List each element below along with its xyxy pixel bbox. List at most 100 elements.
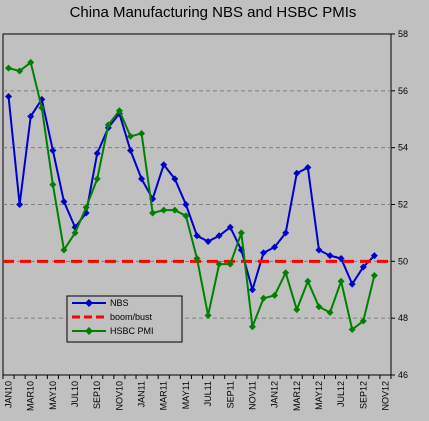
data-point-nbs [49, 147, 57, 155]
data-point-hsbc-pmi [16, 67, 24, 75]
data-point-hsbc-pmi [282, 269, 290, 277]
x-tick-label: NOV12 [380, 381, 390, 411]
data-point-nbs [304, 164, 312, 172]
data-point-hsbc-pmi [27, 58, 35, 66]
series-layer [3, 58, 391, 334]
data-point-nbs [204, 237, 212, 245]
data-point-nbs [93, 149, 101, 157]
y-tick-label: 58 [398, 29, 408, 39]
data-point-hsbc-pmi [193, 254, 201, 262]
x-tick-label: JUL12 [336, 381, 346, 407]
x-tick-label: JUL10 [70, 381, 80, 407]
data-point-nbs [16, 201, 24, 208]
data-point-hsbc-pmi [171, 206, 179, 214]
data-point-hsbc-pmi [82, 203, 90, 211]
series-line-hsbc-pmi [8, 60, 376, 332]
x-tick-label: JAN11 [137, 381, 147, 407]
data-point-nbs [348, 280, 356, 288]
x-tick-label: NOV10 [114, 381, 124, 411]
x-tick-label: SEP10 [92, 381, 102, 409]
data-point-nbs [160, 161, 168, 169]
data-point-hsbc-pmi [337, 277, 345, 285]
data-point-nbs [126, 147, 134, 155]
y-tick-label: 54 [398, 143, 408, 153]
data-point-hsbc-pmi [248, 323, 256, 331]
y-axis: 46 48 50 52 54 56 58 [391, 29, 408, 380]
data-point-hsbc-pmi [293, 306, 301, 314]
data-point-hsbc-pmi [160, 206, 168, 214]
data-point-hsbc-pmi [38, 104, 46, 112]
x-tick-label: SEP11 [225, 381, 235, 408]
data-point-hsbc-pmi [315, 303, 323, 311]
data-point-hsbc-pmi [71, 229, 79, 237]
data-point-nbs [215, 232, 223, 240]
data-point-hsbc-pmi [126, 132, 134, 140]
legend: NBS boom/bust HSBC PMI [66, 295, 183, 343]
data-point-nbs [171, 175, 179, 183]
data-point-nbs [326, 252, 334, 260]
data-point-hsbc-pmi [182, 212, 190, 220]
y-tick-label: 46 [398, 370, 408, 380]
chart-title: China Manufacturing NBS and HSBC PMIs [70, 4, 357, 21]
x-tick-label: MAY12 [314, 381, 324, 410]
x-tick-label: JAN12 [270, 381, 280, 408]
y-tick-label: 50 [398, 256, 408, 266]
data-point-nbs [182, 201, 190, 208]
data-point-hsbc-pmi [271, 291, 279, 299]
y-tick-label: 52 [398, 200, 408, 210]
y-tick-label: 56 [398, 86, 408, 96]
x-tick-label: JAN10 [4, 381, 14, 408]
x-tick-label: NOV11 [247, 381, 257, 410]
data-point-nbs [27, 112, 35, 120]
x-tick-label: MAY11 [181, 381, 191, 409]
data-point-nbs [226, 223, 234, 231]
legend-label-nbs: NBS [110, 298, 129, 308]
legend-marker-nbs [85, 299, 93, 307]
series-line-nbs [7, 96, 376, 294]
data-point-hsbc-pmi [138, 129, 146, 137]
data-point-hsbc-pmi [104, 121, 112, 129]
data-point-hsbc-pmi [359, 317, 367, 325]
data-point-nbs [293, 169, 301, 177]
x-tick-label: MAY10 [48, 381, 58, 410]
data-point-hsbc-pmi [215, 260, 223, 268]
data-point-nbs [315, 246, 323, 254]
data-point-hsbc-pmi [326, 308, 334, 316]
data-point-nbs [138, 175, 146, 183]
data-point-hsbc-pmi [348, 326, 356, 334]
data-point-hsbc-pmi [5, 64, 13, 72]
data-point-hsbc-pmi [226, 260, 234, 268]
data-point-hsbc-pmi [49, 181, 57, 189]
data-point-hsbc-pmi [149, 209, 157, 217]
data-point-nbs [260, 249, 268, 257]
data-point-nbs [193, 232, 201, 240]
data-point-nbs [337, 254, 345, 262]
legend-marker-hsbc [85, 327, 93, 335]
data-point-nbs [5, 93, 13, 101]
legend-label-boom-bust: boom/bust [110, 312, 153, 322]
data-point-nbs [271, 243, 279, 251]
data-point-nbs [60, 198, 68, 206]
x-tick-label: SEP12 [358, 381, 368, 409]
data-point-hsbc-pmi [370, 272, 378, 280]
data-point-nbs [359, 263, 367, 271]
y-tick-label: 48 [398, 313, 408, 323]
legend-label-hsbc: HSBC PMI [110, 326, 154, 336]
data-point-nbs [282, 229, 290, 237]
x-tick-label: JUL11 [203, 381, 213, 406]
data-point-hsbc-pmi [304, 277, 312, 285]
data-point-hsbc-pmi [93, 175, 101, 183]
x-tick-label: MAR11 [159, 381, 169, 410]
data-point-hsbc-pmi [237, 229, 245, 237]
x-axis: JAN10 MAR10 MAY10 JUL10 SEP10 NOV10 JAN11 MAR11… [2, 375, 392, 411]
x-tick-label: MAR10 [26, 381, 36, 411]
data-point-hsbc-pmi [204, 311, 212, 319]
data-point-nbs [248, 286, 256, 294]
data-point-hsbc-pmi [260, 294, 268, 302]
x-tick-label: MAR12 [292, 381, 302, 411]
data-point-hsbc-pmi [60, 246, 68, 254]
data-point-nbs [370, 252, 378, 260]
data-point-hsbc-pmi [115, 107, 123, 115]
